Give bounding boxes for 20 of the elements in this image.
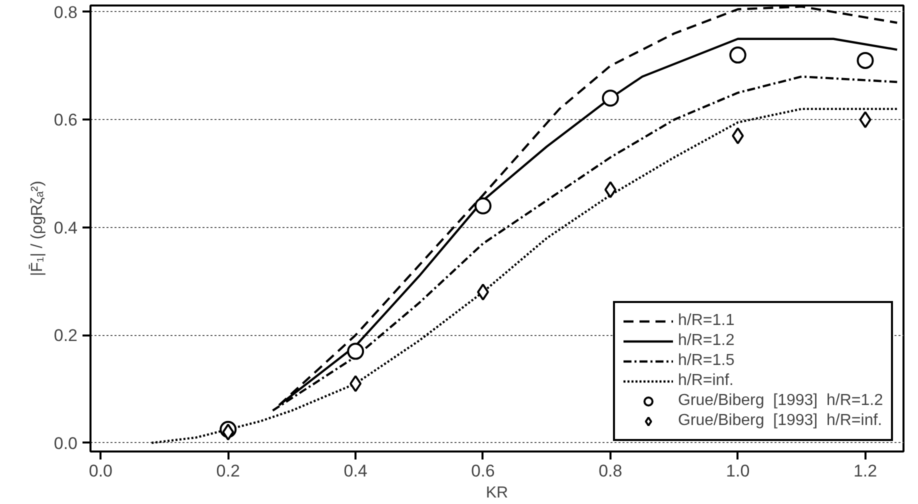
x-tick-label: 0.6 — [471, 462, 495, 480]
x-tick-label: 1.0 — [726, 462, 750, 480]
legend-label: h/R=1.2 — [678, 332, 734, 350]
legend-label: h/R=inf. — [678, 372, 734, 390]
legend-label: h/R=1.5 — [678, 352, 734, 370]
x-tick-label: 0.4 — [344, 462, 368, 480]
y-tick-label: 0.0 — [54, 434, 78, 453]
y-tick-label: 0.4 — [54, 218, 78, 238]
y-tick-label: 0.8 — [54, 2, 78, 22]
x-tick-label: 1.2 — [853, 462, 878, 480]
x-axis-title: KR — [486, 484, 508, 502]
legend-label: h/R=1.1 — [678, 312, 734, 330]
y-tick-label: 0.6 — [54, 110, 78, 130]
y-axis-title: |F̄₁| / (ρgRζₐ²) — [28, 180, 46, 276]
x-tick-label: 0.0 — [88, 462, 113, 480]
y-tick-label: 0.2 — [54, 326, 78, 346]
x-tick-label: 0.2 — [216, 462, 240, 480]
legend-label: Grue/Biberg [1993] h/R=inf. — [678, 412, 882, 430]
x-tick-label: 0.8 — [598, 462, 622, 480]
legend-label: Grue/Biberg [1993] h/R=1.2 — [678, 392, 883, 410]
